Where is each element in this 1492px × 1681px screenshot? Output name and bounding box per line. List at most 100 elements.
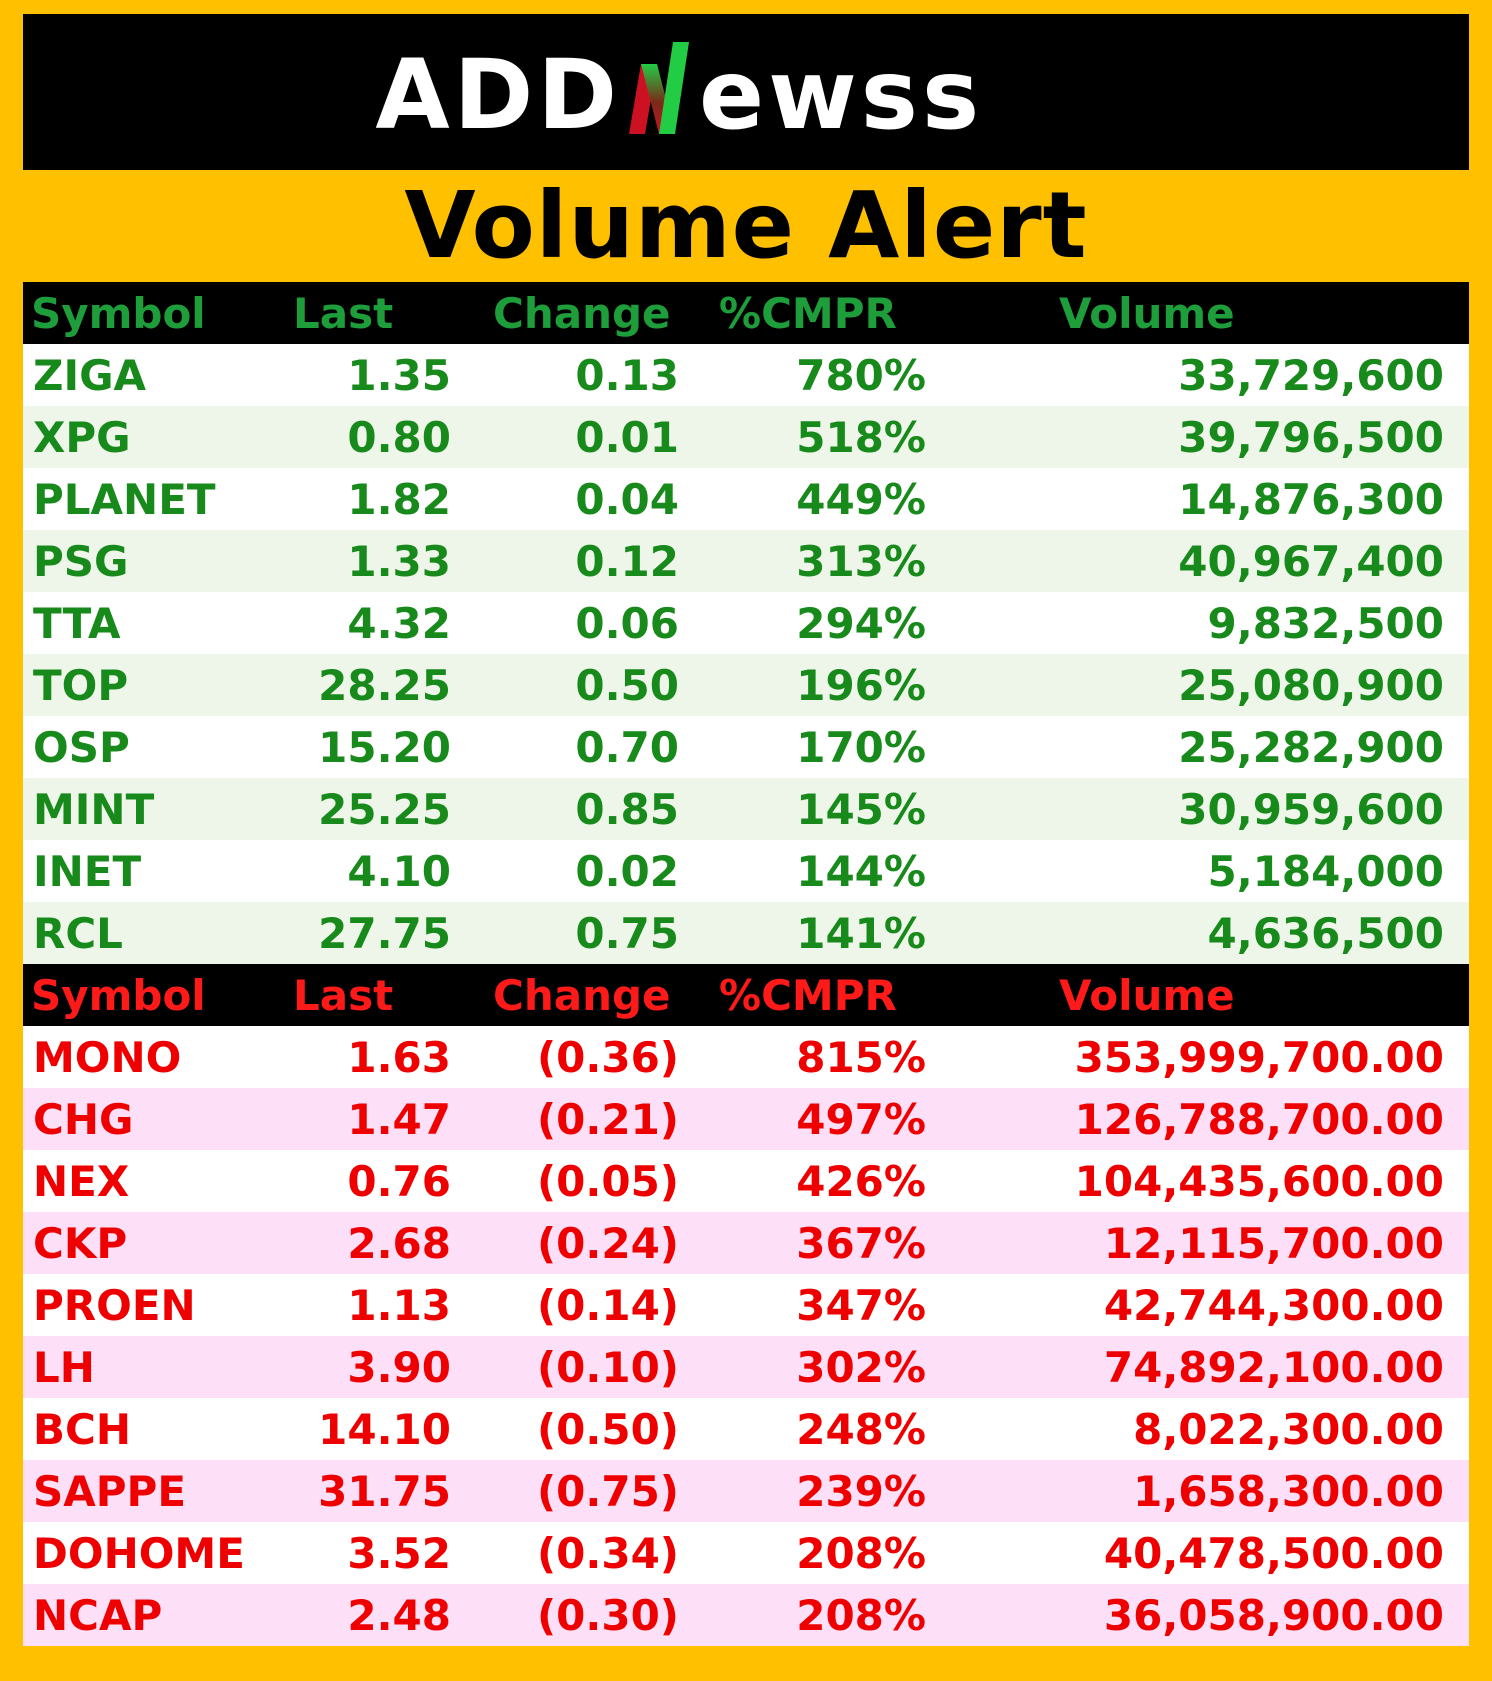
cell-cmpr: 426% [796, 1156, 926, 1206]
cell-volume: 39,796,500 [1178, 412, 1444, 462]
cell-cmpr: 347% [796, 1280, 926, 1330]
cell-change: (0.24) [536, 1218, 679, 1268]
cell-last: 1.47 [347, 1094, 451, 1144]
gainers-header-row: Symbol Last Change %CMPR Volume [23, 282, 1469, 344]
header-cmpr: %CMPR [683, 964, 928, 1026]
loser-row: LH 3.90 (0.10) 302% 74,892,100.00 [23, 1336, 1469, 1398]
cell-last: 15.20 [318, 722, 451, 772]
logo-text-left: ADD [375, 39, 621, 151]
cell-change: (0.75) [536, 1466, 679, 1516]
cell-change: (0.05) [536, 1156, 679, 1206]
page-title: Volume Alert [404, 172, 1088, 279]
cell-cmpr: 497% [796, 1094, 926, 1144]
header-symbol: Symbol [23, 282, 293, 344]
cell-cmpr: 144% [796, 846, 926, 896]
cell-cmpr: 239% [796, 1466, 926, 1516]
volume-alert-card: ADD ewss Volume Alert Symbol Last Change… [23, 14, 1469, 1646]
cell-symbol: ZIGA [33, 350, 147, 400]
cell-cmpr: 170% [796, 722, 926, 772]
cell-last: 4.10 [347, 846, 451, 896]
cell-last: 28.25 [318, 660, 451, 710]
cell-symbol: CKP [33, 1218, 128, 1268]
cell-volume: 40,967,400 [1178, 536, 1444, 586]
cell-change: (0.21) [536, 1094, 679, 1144]
gainer-row: XPG 0.80 0.01 518% 39,796,500 [23, 406, 1469, 468]
loser-row: SAPPE 31.75 (0.75) 239% 1,658,300.00 [23, 1460, 1469, 1522]
cell-volume: 74,892,100.00 [1103, 1342, 1444, 1392]
cell-last: 14.10 [318, 1404, 451, 1454]
gainer-row: RCL 27.75 0.75 141% 4,636,500 [23, 902, 1469, 964]
cell-symbol: DOHOME [33, 1528, 245, 1578]
gainer-row: OSP 15.20 0.70 170% 25,282,900 [23, 716, 1469, 778]
cell-cmpr: 294% [796, 598, 926, 648]
cell-change: 0.12 [575, 536, 679, 586]
cell-last: 2.48 [347, 1590, 451, 1640]
loser-row: NCAP 2.48 (0.30) 208% 36,058,900.00 [23, 1584, 1469, 1646]
cell-change: (0.30) [536, 1590, 679, 1640]
cell-change: (0.14) [536, 1280, 679, 1330]
logo-text-right: ewss [699, 39, 983, 151]
cell-symbol: BCH [33, 1404, 131, 1454]
cell-volume: 9,832,500 [1207, 598, 1444, 648]
cell-volume: 104,435,600.00 [1074, 1156, 1444, 1206]
cell-last: 2.68 [347, 1218, 451, 1268]
losers-table: Symbol Last Change %CMPR Volume MONO 1.63… [23, 964, 1469, 1646]
loser-row: DOHOME 3.52 (0.34) 208% 40,478,500.00 [23, 1522, 1469, 1584]
cell-last: 1.33 [347, 536, 451, 586]
cell-volume: 25,282,900 [1178, 722, 1444, 772]
gainer-row: PSG 1.33 0.12 313% 40,967,400 [23, 530, 1469, 592]
loser-row: PROEN 1.13 (0.14) 347% 42,744,300.00 [23, 1274, 1469, 1336]
cell-last: 25.25 [318, 784, 451, 834]
gainer-row: INET 4.10 0.02 144% 5,184,000 [23, 840, 1469, 902]
cell-volume: 5,184,000 [1207, 846, 1444, 896]
cell-change: 0.04 [575, 474, 679, 524]
gainer-row: TTA 4.32 0.06 294% 9,832,500 [23, 592, 1469, 654]
cell-cmpr: 208% [796, 1590, 926, 1640]
cell-change: 0.02 [575, 846, 679, 896]
cell-symbol: PLANET [33, 474, 216, 524]
cell-change: 0.85 [575, 784, 679, 834]
loser-row: MONO 1.63 (0.36) 815% 353,999,700.00 [23, 1026, 1469, 1088]
cell-cmpr: 815% [796, 1032, 926, 1082]
cell-last: 0.76 [347, 1156, 451, 1206]
cell-symbol: OSP [33, 722, 130, 772]
cell-change: 0.01 [575, 412, 679, 462]
cell-last: 3.90 [347, 1342, 451, 1392]
cell-change: 0.75 [575, 908, 679, 958]
cell-last: 0.80 [347, 412, 451, 462]
loser-row: CKP 2.68 (0.24) 367% 12,115,700.00 [23, 1212, 1469, 1274]
cell-symbol: PROEN [33, 1280, 196, 1330]
cell-symbol: TOP [33, 660, 129, 710]
cell-volume: 4,636,500 [1207, 908, 1444, 958]
loser-row: BCH 14.10 (0.50) 248% 8,022,300.00 [23, 1398, 1469, 1460]
cell-symbol: LH [33, 1342, 95, 1392]
header-cmpr: %CMPR [683, 282, 928, 344]
cell-last: 31.75 [318, 1466, 451, 1516]
cell-change: 0.06 [575, 598, 679, 648]
cell-last: 27.75 [318, 908, 451, 958]
cell-volume: 12,115,700.00 [1103, 1218, 1444, 1268]
cell-volume: 42,744,300.00 [1103, 1280, 1444, 1330]
cell-symbol: PSG [33, 536, 129, 586]
cell-symbol: RCL [33, 908, 123, 958]
cell-change: 0.50 [575, 660, 679, 710]
cell-volume: 353,999,700.00 [1074, 1032, 1444, 1082]
header-change: Change [453, 282, 683, 344]
cell-volume: 33,729,600 [1178, 350, 1444, 400]
cell-cmpr: 780% [796, 350, 926, 400]
cell-cmpr: 248% [796, 1404, 926, 1454]
cell-last: 1.82 [347, 474, 451, 524]
brand-header: ADD ewss [23, 14, 1469, 170]
cell-symbol: NCAP [33, 1590, 163, 1640]
cell-volume: 36,058,900.00 [1103, 1590, 1444, 1640]
header-volume: Volume [928, 964, 1469, 1026]
gainer-row: ZIGA 1.35 0.13 780% 33,729,600 [23, 344, 1469, 406]
cell-last: 4.32 [347, 598, 451, 648]
cell-symbol: INET [33, 846, 142, 896]
header-symbol: Symbol [23, 964, 293, 1026]
cell-volume: 40,478,500.00 [1103, 1528, 1444, 1578]
cell-volume: 25,080,900 [1178, 660, 1444, 710]
cell-volume: 30,959,600 [1178, 784, 1444, 834]
cell-volume: 8,022,300.00 [1133, 1404, 1444, 1454]
header-volume: Volume [928, 282, 1469, 344]
